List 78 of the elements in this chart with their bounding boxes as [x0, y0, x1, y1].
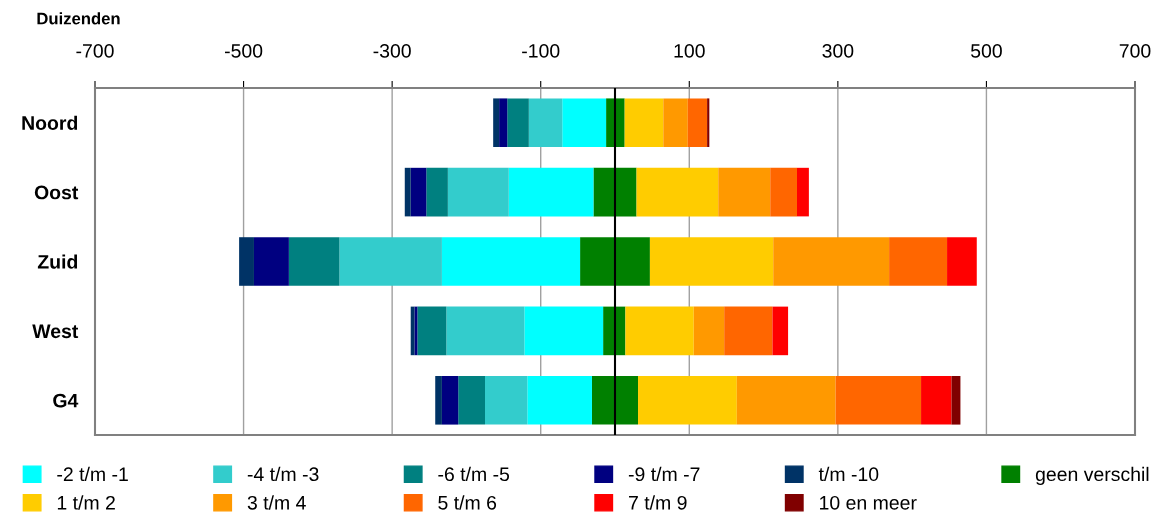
- legend-label: -9 t/m -7: [628, 466, 700, 482]
- legend-label: -4 t/m -3: [247, 466, 319, 482]
- x-axis-title: Duizenden: [37, 12, 120, 25]
- bar: [253, 237, 289, 286]
- bar: [524, 306, 604, 356]
- bar: [835, 376, 922, 425]
- bar: [649, 237, 774, 286]
- bar: [507, 98, 529, 147]
- bar: [485, 376, 528, 425]
- bar: [528, 98, 563, 147]
- bar: [770, 167, 797, 217]
- bar: [603, 306, 615, 356]
- legend-label: 10 en meer: [820, 495, 917, 510]
- bar: [458, 376, 485, 425]
- bar: [615, 98, 625, 147]
- bar: [593, 167, 615, 217]
- bar: [707, 98, 710, 147]
- legend-label: 7 t/m 9: [629, 495, 687, 510]
- bar: [736, 376, 836, 425]
- bar: [435, 376, 442, 425]
- bar: [663, 98, 688, 147]
- bar: [339, 237, 442, 286]
- bar: [417, 306, 447, 356]
- bar: [889, 237, 948, 286]
- x-tick-label: 700: [1119, 44, 1151, 58]
- bar: [527, 376, 592, 425]
- bar: [493, 98, 500, 147]
- bar: [499, 98, 508, 147]
- bar: [410, 167, 427, 217]
- legend-label: -2 t/m -1: [57, 466, 128, 482]
- bar: [615, 167, 637, 217]
- bar: [687, 98, 708, 147]
- bar: [625, 306, 694, 356]
- x-tick-label: 100: [674, 44, 705, 58]
- y-tick-label: West: [32, 324, 79, 339]
- x-tick-label: -500: [224, 44, 263, 58]
- bar: [636, 167, 719, 217]
- bar: [693, 306, 725, 356]
- bar: [615, 376, 639, 425]
- legend-label: 3 t/m 4: [247, 495, 306, 510]
- bar: [508, 167, 594, 217]
- bar: [441, 376, 459, 425]
- y-tick-label: G4: [53, 393, 79, 408]
- x-tick-label: -100: [522, 44, 560, 58]
- bar: [239, 237, 254, 286]
- bar: [580, 237, 615, 286]
- legend-label: t/m -10: [818, 466, 879, 482]
- x-tick-label: -700: [76, 44, 114, 58]
- y-tick-label: Oost: [34, 185, 79, 200]
- bar: [724, 306, 773, 356]
- legend-label: -6 t/m -5: [438, 466, 510, 482]
- bar: [562, 98, 607, 147]
- bar: [404, 167, 411, 217]
- x-tick-label: 500: [970, 44, 1002, 58]
- bar: [441, 237, 581, 286]
- bar: [447, 167, 509, 217]
- legend-label: geen verschil: [1035, 466, 1149, 485]
- bar: [921, 376, 952, 425]
- bar: [288, 237, 340, 286]
- x-tick-label: 300: [822, 44, 854, 58]
- y-tick-label: Zuid: [37, 254, 78, 269]
- y-tick-label: Noord: [22, 115, 78, 130]
- bar: [951, 376, 961, 425]
- bar: [773, 237, 890, 286]
- bar: [615, 237, 650, 286]
- bar: [426, 167, 448, 217]
- bar: [591, 376, 615, 425]
- bar: [772, 306, 789, 356]
- bar: [947, 237, 977, 286]
- legend-label: 5 t/m 6: [438, 495, 497, 510]
- bar: [446, 306, 525, 356]
- bar: [797, 167, 809, 217]
- bar: [624, 98, 664, 147]
- bar: [638, 376, 737, 425]
- bar: [414, 306, 418, 356]
- bar: [718, 167, 771, 217]
- legend-label: 1 t/m 2: [57, 495, 115, 510]
- x-tick-label: -300: [373, 44, 411, 58]
